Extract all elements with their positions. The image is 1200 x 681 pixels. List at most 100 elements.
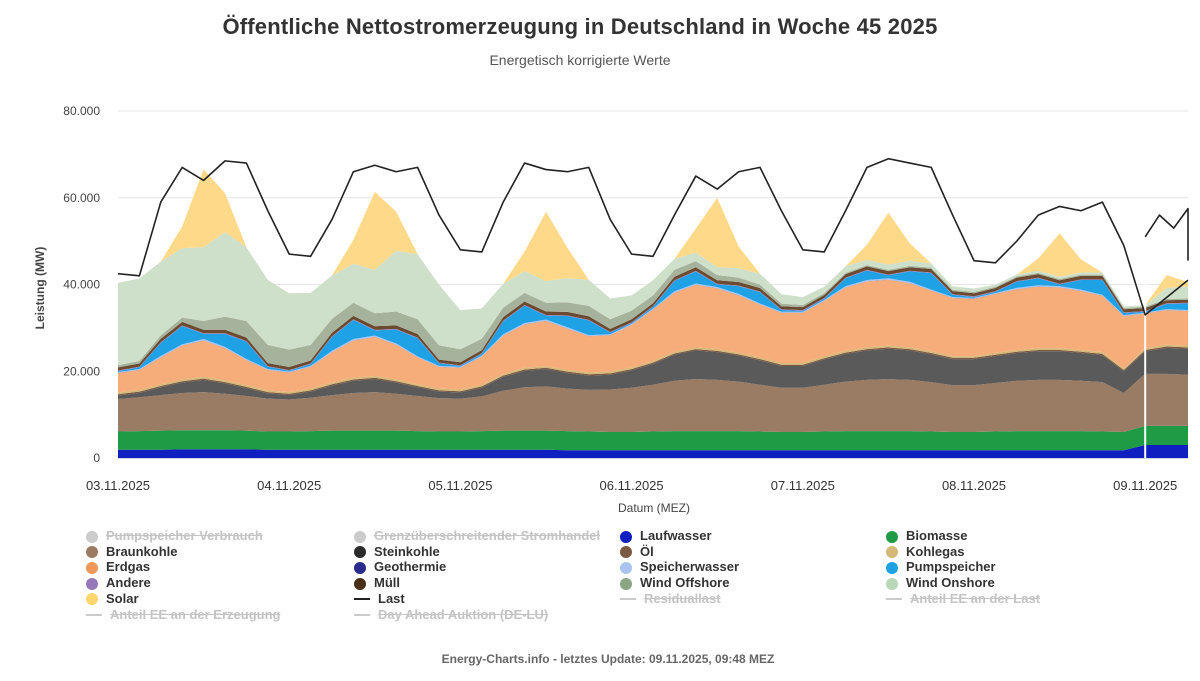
area-laufwasser	[118, 444, 1188, 458]
legend-item-anteil-ee-an-der-erzeugung[interactable]: Anteil EE an der Erzeugung	[86, 607, 280, 623]
area-andere	[118, 269, 1188, 372]
line-last	[117, 157, 1189, 316]
y-tick-label: 60.000	[63, 191, 100, 205]
legend-label: Geothermie	[374, 559, 447, 575]
legend-label: Last	[378, 590, 405, 606]
x-tick-label: 04.11.2025	[257, 478, 321, 493]
legend-dot-icon	[86, 561, 98, 574]
legend-dot-icon	[86, 577, 98, 590]
legend-label: Müll	[374, 575, 400, 591]
legend-item-laufwasser[interactable]: Laufwasser	[620, 528, 712, 544]
legend-label: Kohlegas	[906, 543, 965, 559]
area-wind-onshore	[118, 232, 1188, 366]
x-tick-label: 07.11.2025	[771, 478, 835, 493]
legend-dot-icon	[86, 593, 98, 606]
legend-item-pumpspeicher-verbrauch[interactable]: Pumpspeicher Verbrauch	[86, 528, 263, 544]
legend-label: Wind Onshore	[906, 575, 995, 591]
legend-item-last[interactable]: Last	[354, 591, 405, 607]
legend-dot-icon	[620, 530, 632, 543]
legend-dot-icon	[354, 546, 366, 559]
y-tick-label: 80.000	[63, 104, 100, 118]
legend-item-erdgas[interactable]: Erdgas	[86, 559, 150, 575]
legend-dot-icon	[620, 561, 632, 574]
legend-item-wind-offshore[interactable]: Wind Offshore	[620, 575, 729, 591]
y-tick-label: 0	[93, 451, 100, 465]
x-tick-label: 08.11.2025	[942, 478, 1006, 493]
legend-item-residuallast[interactable]: Residuallast	[620, 591, 721, 607]
legend-label: Erdgas	[106, 559, 151, 575]
legend-label: Anteil EE an der Last	[910, 590, 1041, 606]
area-biomasse	[118, 425, 1188, 451]
legend-dot-icon	[86, 530, 98, 543]
load-lines	[117, 157, 1189, 316]
chart-title: Öffentliche Nettostromerzeugung in Deuts…	[222, 14, 938, 39]
legend-item-anteil-ee-an-der-last[interactable]: Anteil EE an der Last	[886, 591, 1040, 607]
legend-label: Pumpspeicher	[906, 559, 996, 575]
y-tick-label: 20.000	[63, 364, 100, 378]
legend-line-icon	[886, 598, 902, 601]
legend-label: Öl	[640, 543, 654, 559]
legend-line-icon	[86, 614, 102, 617]
legend-item-müll[interactable]: Müll	[354, 575, 400, 591]
legend-dot-icon	[886, 561, 898, 574]
x-tick-label: 03.11.2025	[86, 478, 150, 493]
x-tick-label: 06.11.2025	[600, 478, 664, 493]
legend-item-speicherwasser[interactable]: Speicherwasser	[620, 559, 739, 575]
legend-item-solar[interactable]: Solar	[86, 591, 139, 607]
legend-item-andere[interactable]: Andere	[86, 575, 151, 591]
legend-label: Pumpspeicher Verbrauch	[106, 528, 263, 543]
y-axis-label: Leistung (MW)	[33, 247, 47, 330]
legend-dot-icon	[886, 546, 898, 559]
legend-item-öl[interactable]: Öl	[620, 544, 654, 560]
area-müll	[118, 266, 1188, 371]
area-steinkohle	[118, 347, 1188, 400]
y-tick-label: 40.000	[63, 278, 100, 292]
legend-dot-icon	[620, 546, 632, 559]
legend-label: Day Ahead Auktion (DE-LU)	[378, 606, 549, 622]
x-tick-label: 09.11.2025	[1113, 478, 1177, 493]
legend-label: Steinkohle	[374, 543, 440, 559]
x-tick-label: 05.11.2025	[428, 478, 492, 493]
legend-item-grenzüberschreitender-stromhandel[interactable]: Grenzüberschreitender Stromhandel	[354, 528, 600, 544]
legend-item-geothermie[interactable]: Geothermie	[354, 559, 446, 575]
legend-line-icon	[354, 598, 370, 601]
legend-dot-icon	[354, 530, 366, 543]
legend-item-wind-onshore[interactable]: Wind Onshore	[886, 575, 995, 591]
legend-label: Speicherwasser	[640, 559, 740, 575]
legend-label: Anteil EE an der Erzeugung	[110, 606, 281, 622]
y-axis: 0 20.000 40.000 60.000 80.000	[63, 104, 100, 465]
footer-update-info: Energy-Charts.info - letztes Update: 09.…	[441, 652, 775, 666]
area-solar	[118, 169, 1188, 311]
legend-item-day-ahead-auktion-de-lu-[interactable]: Day Ahead Auktion (DE-LU)	[354, 607, 548, 623]
legend-line-icon	[354, 614, 370, 617]
legend-dot-icon	[886, 577, 898, 590]
chart-subtitle: Energetisch korrigierte Werte	[489, 52, 671, 68]
legend-label: Laufwasser	[640, 528, 712, 543]
legend-label: Braunkohle	[106, 543, 178, 559]
legend-item-kohlegas[interactable]: Kohlegas	[886, 544, 965, 560]
legend-dot-icon	[354, 577, 366, 590]
legend-item-braunkohle[interactable]: Braunkohle	[86, 544, 178, 560]
area-braunkohle	[118, 373, 1188, 432]
legend-dot-icon	[620, 577, 632, 590]
area-pumpspeicher	[118, 270, 1188, 372]
legend-line-icon	[620, 598, 636, 601]
legend-label: Residuallast	[644, 590, 721, 606]
legend-label: Andere	[106, 575, 151, 591]
legend-dot-icon	[86, 546, 98, 559]
legend-dot-icon	[886, 530, 898, 543]
x-axis-label: Datum (MEZ)	[618, 501, 690, 515]
stacked-areas	[118, 169, 1188, 458]
legend-item-pumpspeicher[interactable]: Pumpspeicher	[886, 559, 996, 575]
legend-dot-icon	[354, 561, 366, 574]
line-last-prognose-	[1144, 207, 1189, 261]
legend-item-steinkohle[interactable]: Steinkohle	[354, 544, 440, 560]
legend-label: Wind Offshore	[640, 575, 730, 591]
legend-label: Solar	[106, 590, 139, 606]
legend-item-biomasse[interactable]: Biomasse	[886, 528, 967, 544]
legend-label: Grenzüberschreitender Stromhandel	[374, 528, 601, 543]
area-erdgas	[118, 279, 1188, 393]
x-axis: 03.11.2025 04.11.2025 05.11.2025 06.11.2025…	[86, 458, 1188, 493]
legend-label: Biomasse	[906, 528, 968, 543]
